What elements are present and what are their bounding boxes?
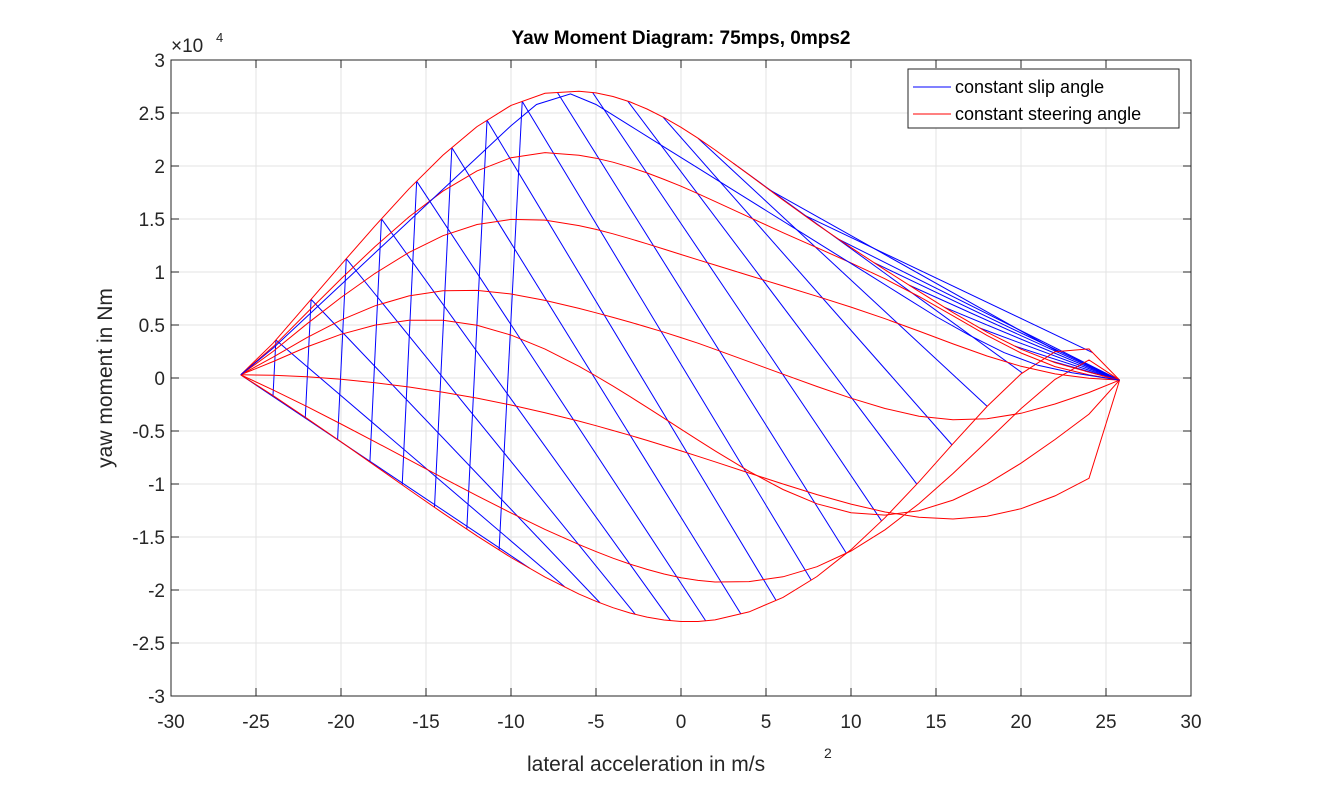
x-tick-label: -25 [242,712,269,733]
slip-angle-line [345,258,636,615]
y-exponent-prefix: ×10 [171,36,203,57]
legend-label-steering: constant steering angle [955,104,1141,124]
y-tick-label: 2 [154,157,165,178]
slip-angle-line [240,374,530,569]
steering-angle-curve [240,90,1120,381]
x-tick-label: 5 [761,712,772,733]
y-tick-label: 1 [154,263,165,284]
slip-angle-line [1014,345,1120,381]
slip-angle-line [275,339,566,588]
slip-angle-line [803,214,1093,354]
y-tick-label: -3 [148,687,165,708]
steering-angle-curve [240,348,1120,622]
slip-angle-line [466,120,488,530]
y-tick-label: 0.5 [139,316,165,337]
x-tick-label: 20 [1010,712,1031,733]
steering-angle-curve [240,289,1120,421]
slip-angle-line [416,180,707,622]
slip-angle-line [979,327,1120,381]
y-tick-label: -0.5 [132,422,165,443]
slip-angle-line [556,92,847,554]
x-tick-label: -5 [588,712,605,733]
y-axis-label: yaw moment in Nm [94,288,117,468]
x-axis-label-superscript: 2 [824,745,832,761]
slip-angle-line [304,299,312,418]
x-tick-label: -30 [157,712,184,733]
x-axis-label-text: lateral acceleration in m/s [527,753,765,776]
slip-angle-line [944,306,1120,381]
slip-angle-envelope [240,93,1120,381]
legend: constant slip angle constant steering an… [907,68,1180,129]
slip-angle-line [401,181,418,485]
slip-angle-line [697,137,988,407]
y-tick-label: 1.5 [139,210,165,231]
y-tick-label: 0 [154,369,165,390]
x-tick-label: 30 [1180,712,1201,733]
x-tick-label: 0 [676,712,687,733]
slip-angle-line [498,101,523,550]
slip-angle-line [451,147,742,615]
slip-angle-line [310,299,601,604]
grid-layer [170,59,1192,697]
chart-title: Yaw Moment Diagram: 75mps, 0mps2 [512,28,851,49]
y-exponent-label: ×10 4 [171,30,223,57]
steering-angle-curve [240,319,1120,516]
y-tick-label: -1 [148,475,165,496]
slip-angle-line [873,262,1120,381]
slip-angle-line [592,92,883,522]
slip-angle-line [627,100,918,485]
tick-layer: -30 -25 -20 -15 -10 -5 0 5 10 15 20 25 30-3-2.5-2-1.… [132,51,1201,733]
slip-angle-line [838,238,1120,381]
x-tick-label: 10 [840,712,861,733]
x-tick-label: -20 [327,712,354,733]
y-tick-label: -1.5 [132,528,165,549]
slip-angle-line [381,218,671,621]
slip-angle-line [486,120,777,601]
x-axis-label: lateral acceleration in m/s 2 [527,745,832,776]
steering-angle-curve [240,359,1120,583]
steering-angle-curve [240,374,1121,520]
legend-label-slip: constant slip angle [955,77,1104,97]
y-tick-label: 2.5 [139,104,165,125]
y-tick-label: 3 [154,51,165,72]
slip-angle-line [337,258,347,440]
slip-angle-line [662,116,953,446]
plot-layer [240,90,1121,622]
x-tick-label: 15 [925,712,946,733]
slip-angle-line [369,218,382,463]
x-tick-label: 25 [1095,712,1116,733]
y-tick-label: -2.5 [132,634,165,655]
slip-angle-line [434,147,453,508]
y-exponent-value: 4 [216,30,223,45]
slip-angle-line [521,101,812,581]
steering-angle-curve [240,218,1120,381]
x-tick-label: -10 [497,712,524,733]
steering-angle-curve [240,152,1120,381]
y-tick-label: -2 [148,581,165,602]
slip-angle-line [909,284,1120,381]
legend-box [907,68,1180,129]
x-tick-label: -15 [412,712,439,733]
